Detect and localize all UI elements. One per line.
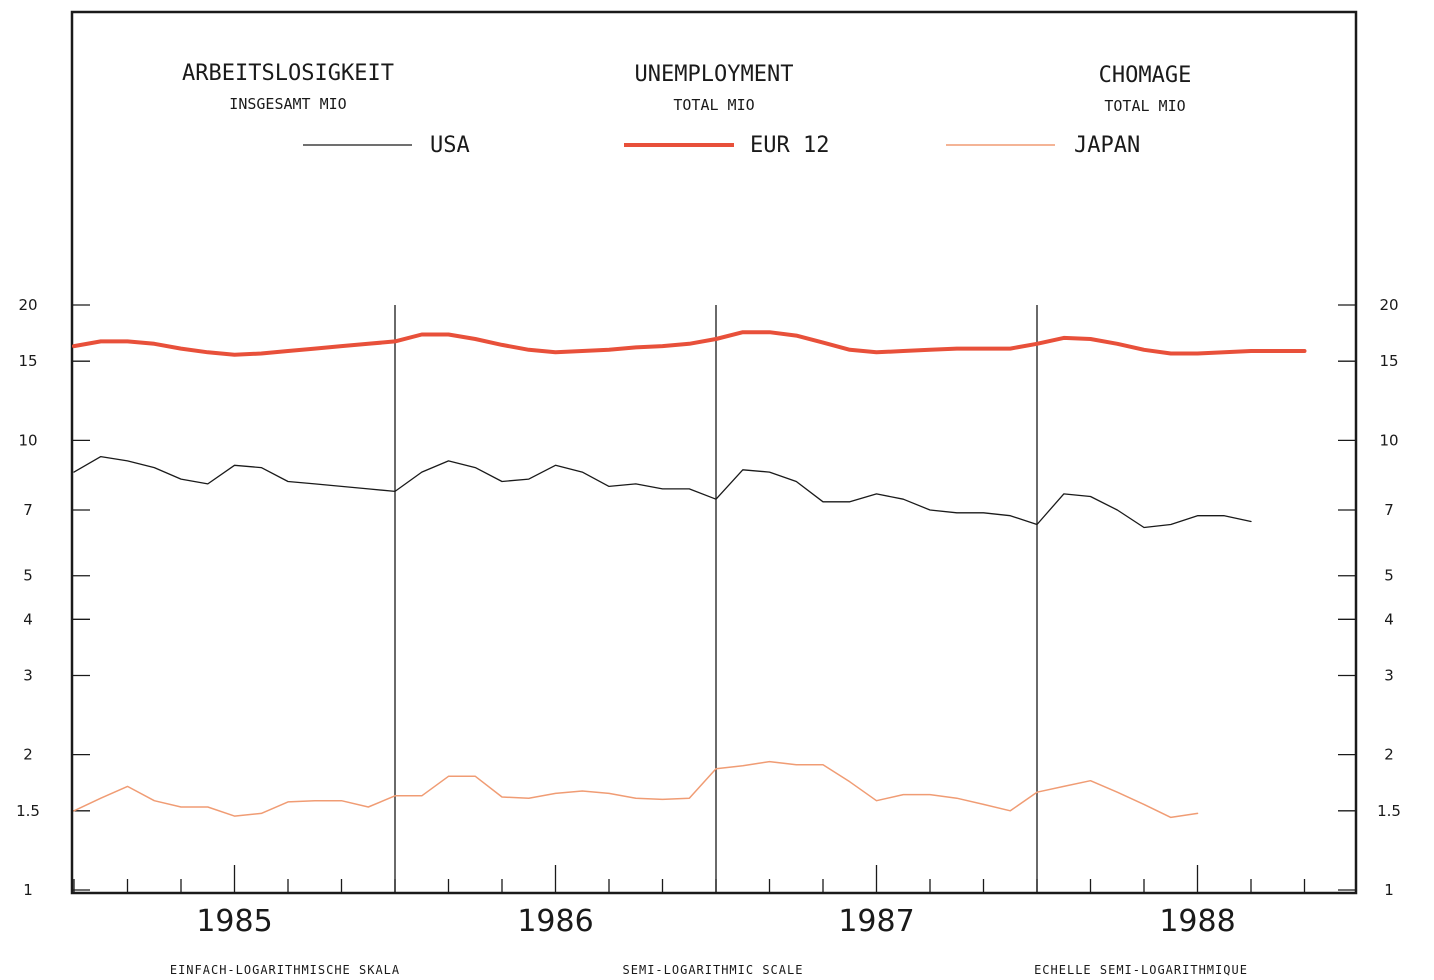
y-tick-label-right: 1 bbox=[1384, 881, 1394, 899]
y-tick-label-left: 20 bbox=[18, 296, 37, 314]
heading-english-title: UNEMPLOYMENT bbox=[635, 62, 794, 87]
scale-label-german: EINFACH-LOGARITHMISCHE SKALA bbox=[170, 963, 400, 977]
legend-label-eur12: EUR 12 bbox=[750, 133, 829, 158]
y-tick-label-right: 20 bbox=[1379, 296, 1398, 314]
scale-label-english: SEMI-LOGARITHMIC SCALE bbox=[623, 963, 804, 977]
y-tick-label-left: 3 bbox=[23, 666, 33, 684]
y-tick-label-right: 7 bbox=[1384, 501, 1394, 519]
y-tick-label-right: 3 bbox=[1384, 666, 1394, 684]
y-tick-label-left: 1.5 bbox=[16, 802, 40, 820]
heading-french-subtitle: TOTAL MIO bbox=[1104, 97, 1185, 115]
x-label-1986: 1986 bbox=[517, 904, 593, 939]
heading-french-title: CHOMAGE bbox=[1099, 63, 1192, 88]
y-tick-label-right: 1.5 bbox=[1377, 802, 1401, 820]
heading-english-subtitle: TOTAL MIO bbox=[673, 96, 754, 114]
y-tick-label-left: 5 bbox=[23, 567, 33, 585]
y-tick-label-left: 15 bbox=[18, 352, 37, 370]
series-line-japan bbox=[73, 760, 1199, 819]
y-tick-label-left: 7 bbox=[23, 501, 33, 519]
y-tick-label-right: 4 bbox=[1384, 610, 1394, 628]
heading-german-subtitle: INSGESAMT MIO bbox=[229, 95, 346, 113]
x-label-1985: 1985 bbox=[196, 904, 272, 939]
series-line-usa bbox=[73, 455, 1252, 529]
x-label-1987: 1987 bbox=[838, 904, 914, 939]
legend-label-japan: JAPAN bbox=[1074, 133, 1140, 158]
y-tick-label-right: 15 bbox=[1379, 352, 1398, 370]
y-tick-label-left: 1 bbox=[23, 881, 33, 899]
y-tick-label-left: 4 bbox=[23, 610, 33, 628]
legend-label-usa: USA bbox=[430, 133, 470, 158]
y-tick-label-left: 10 bbox=[18, 431, 37, 449]
plot-frame bbox=[70, 10, 1358, 895]
y-tick-label-right: 5 bbox=[1384, 567, 1394, 585]
y-tick-label-left: 2 bbox=[23, 746, 33, 764]
heading-german-title: ARBEITSLOSIGKEIT bbox=[182, 61, 394, 86]
scale-label-french: ECHELLE SEMI-LOGARITHMIQUE bbox=[1034, 963, 1248, 977]
y-tick-label-right: 10 bbox=[1379, 431, 1398, 449]
y-tick-label-right: 2 bbox=[1384, 746, 1394, 764]
series-line-eur12 bbox=[72, 330, 1307, 357]
x-label-1988: 1988 bbox=[1159, 904, 1235, 939]
